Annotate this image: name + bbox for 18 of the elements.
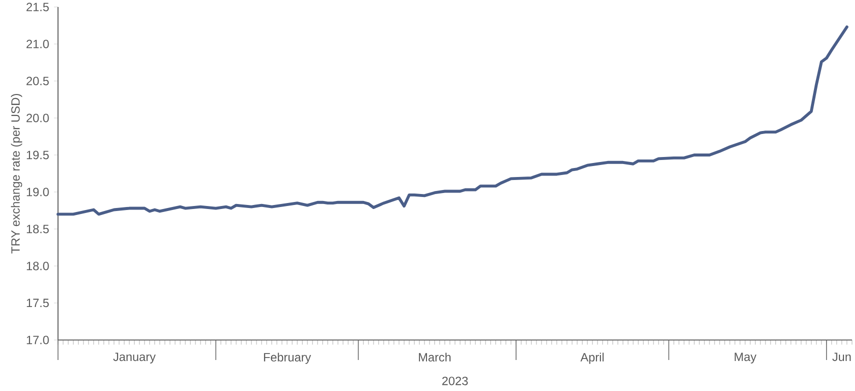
x-tick-label: May <box>734 352 756 364</box>
y-tick-label: 19.0 <box>26 188 49 196</box>
y-axis-title: TRY exchange rate (per USD) <box>10 94 22 254</box>
y-tick-label: 19.5 <box>26 150 49 160</box>
y-tick-label: 17.0 <box>26 336 49 344</box>
y-tick-label: 20.5 <box>26 76 49 86</box>
y-tick-label: 20.0 <box>26 114 49 122</box>
y-tick-label: 17.5 <box>26 298 49 308</box>
y-tick-label: 21.0 <box>26 40 49 48</box>
x-tick-label: February <box>264 352 312 364</box>
y-tick-label: 18.0 <box>26 262 49 270</box>
x-tick-label: April <box>580 352 604 364</box>
y-tick-label: 18.5 <box>26 224 49 234</box>
x-tick-label: Jun <box>832 352 851 362</box>
y-tick-label: 21.5 <box>26 2 49 12</box>
x-tick-label: March <box>418 352 451 362</box>
x-tick-label: January <box>113 352 156 364</box>
x-axis-title: 2023 <box>442 376 468 386</box>
